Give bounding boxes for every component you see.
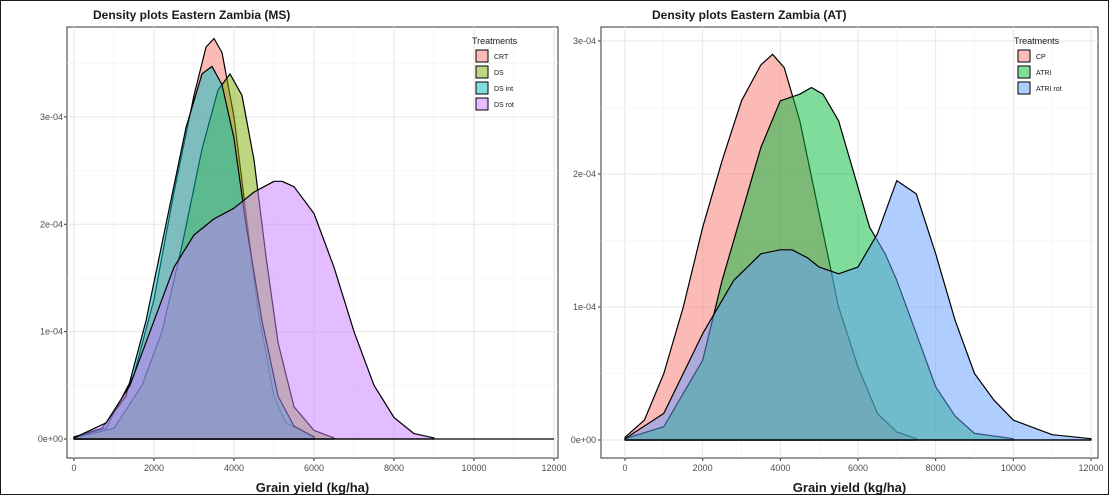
legend-key-atri xyxy=(1017,65,1031,79)
x-axis-label: Grain yield (kg/ha) xyxy=(793,480,906,495)
x-tick-label: 2000 xyxy=(693,463,713,473)
y-tick-label: 2e-04 xyxy=(40,219,63,229)
legend-key-ds-int xyxy=(475,81,489,95)
legend-label: ATRI xyxy=(1036,70,1051,77)
x-tick-label: 4000 xyxy=(770,463,790,473)
legend: Treatments CRT DS DS int DS rot xyxy=(472,36,518,111)
legend-label: CRT xyxy=(494,54,509,61)
legend-key-atri-rot xyxy=(1017,81,1031,95)
density-area-ds-rot xyxy=(73,180,435,440)
legend-key-cp xyxy=(1017,49,1031,63)
chart-title: Density plots Eastern Zambia (AT) xyxy=(652,8,846,22)
x-tick-label: 10000 xyxy=(1001,463,1026,473)
legend-label: DS xyxy=(494,70,504,77)
legend-label: CP xyxy=(1036,54,1046,61)
y-tick-label: 1e-04 xyxy=(40,327,63,337)
legend-title: Treatments xyxy=(472,36,518,46)
legend-title: Treatments xyxy=(1014,36,1060,46)
legend-label: DS int xyxy=(494,86,513,93)
legend: Treatments CP ATRI ATRI rot xyxy=(1014,36,1062,95)
legend-label: ATRI rot xyxy=(1036,86,1062,93)
y-tick-label: 2e-04 xyxy=(573,169,596,179)
x-tick-label: 12000 xyxy=(1078,463,1103,473)
x-tick-label: 6000 xyxy=(848,463,868,473)
x-tick-label: 0 xyxy=(71,463,76,473)
y-tick-label: 3e-04 xyxy=(40,112,63,122)
x-tick-label: 12000 xyxy=(541,463,566,473)
density-area-atri-rot xyxy=(624,180,1092,441)
y-tick-label: 0e+00 xyxy=(571,435,596,445)
x-tick-label: 8000 xyxy=(926,463,946,473)
legend-key-ds-rot xyxy=(475,97,489,111)
y-tick-label: 3e-04 xyxy=(573,36,596,46)
x-axis-label: Grain yield (kg/ha) xyxy=(256,480,369,495)
legend-key-crt xyxy=(475,49,489,63)
x-tick-label: 4000 xyxy=(224,463,244,473)
y-tick-label: 1e-04 xyxy=(573,302,596,312)
chart-panel-1: 0 2000 4000 6000 8000 10000 12000 0e+00 1e-04 2e-… xyxy=(38,8,567,495)
x-tick-label: 2000 xyxy=(144,463,164,473)
x-tick-label: 8000 xyxy=(384,463,404,473)
legend-label: DS rot xyxy=(494,102,514,109)
chart-panel-2: 0 2000 4000 6000 8000 10000 12000 0e+00 1e-04 2e-… xyxy=(571,8,1104,495)
x-tick-label: 10000 xyxy=(461,463,486,473)
legend-key-ds xyxy=(475,65,489,79)
y-tick-label: 0e+00 xyxy=(38,434,63,444)
chart-title: Density plots Eastern Zambia (MS) xyxy=(93,8,290,22)
x-tick-label: 0 xyxy=(622,463,627,473)
x-tick-label: 6000 xyxy=(304,463,324,473)
